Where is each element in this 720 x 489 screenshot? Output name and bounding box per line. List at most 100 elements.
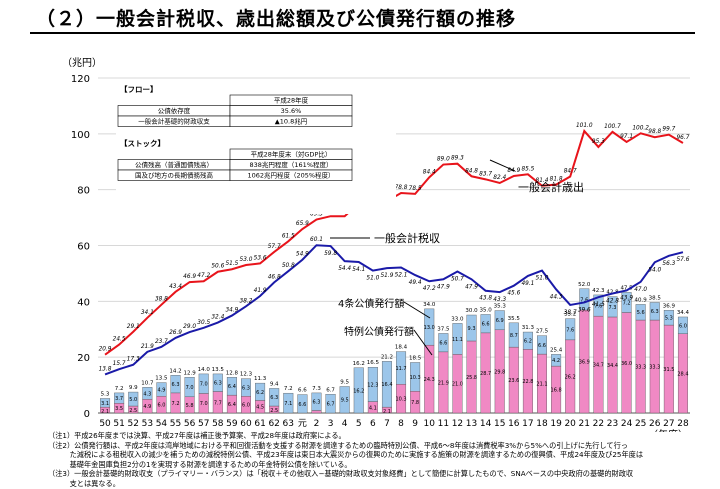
tax-value-label: 60.1 (310, 237, 323, 243)
expenditure-value-label: 46.9 (183, 274, 196, 280)
bar-total-label: 16.5 (367, 360, 380, 366)
bar-tokurei-label: 25.8 (466, 375, 477, 381)
x-tick-label: 13 (466, 419, 477, 429)
flow-table-row-label: 一般会計基礎的財政収支 (138, 117, 210, 126)
bar-tokurei-label: 2.1 (383, 409, 391, 415)
bar-tokurei-label: 26.2 (565, 374, 576, 380)
bar-tokurei-label: 21.9 (438, 380, 449, 386)
x-tick-label: 58 (212, 419, 224, 429)
bar-total-label: 14.0 (198, 367, 211, 373)
tax-value-label: 17.3 (127, 357, 140, 363)
bar-tokurei-label: 28.7 (480, 371, 491, 377)
bar-tokurei-label: 36.0 (621, 361, 632, 367)
bar-4jou-label: 6.3 (242, 385, 250, 391)
expenditure-value-label: 84.4 (423, 169, 436, 175)
expenditure-value-label: 47.2 (197, 273, 210, 279)
bar-4jou (212, 373, 223, 392)
x-tick-label: 62 (268, 419, 279, 429)
bar-4jou-label: 9.3 (468, 326, 476, 332)
bar-total-label: 5.3 (101, 391, 110, 397)
tax-value-label: 51.0 (536, 276, 549, 282)
x-axis-label: （年度） (648, 428, 688, 432)
x-tick-label: 61 (254, 419, 265, 429)
bar-4jou (353, 367, 364, 414)
bar-4jou (283, 392, 294, 414)
footnotes: （注1）平成26年度までは決算、平成27年度は補正後予算案、平成28年度は政府案… (48, 431, 708, 489)
bar-total-label: 36.9 (663, 303, 676, 309)
x-tick-label: 8 (398, 419, 404, 429)
tax-value-label: 42.8 (606, 299, 619, 305)
bar-total-label: 12.8 (226, 370, 239, 376)
bar-4jou-label: 16.2 (353, 388, 364, 394)
x-tick-label: 25 (635, 419, 646, 429)
tax-value-label: 41.9 (254, 288, 267, 294)
bar-4jou-label: 8.7 (510, 333, 518, 339)
x-tick-label: 6 (370, 419, 376, 429)
bar-tokurei-label: 2.5 (270, 408, 278, 414)
footnote-2-cont: た減税による租税収入の減少を補うための減税特例公債、平成23年度は東日本大震災か… (48, 450, 644, 460)
expenditure-value-label: 69.3 (310, 212, 323, 218)
bar-4jou-label: 6.3 (270, 395, 278, 401)
bar-4jou (480, 314, 491, 334)
page-title: （２）一般会計税収、歳出総額及び公債発行額の推移 (36, 8, 517, 30)
footnote-2-cont: 基礎年金国庫負担2分の1を実現する財源を調達するための年金特例公債を除いている。 (48, 459, 352, 469)
bar-tokurei-label: 6.0 (157, 403, 165, 409)
bar-tokurei-label: 7.0 (200, 401, 208, 407)
tax-value-label: 51.0 (366, 276, 379, 282)
bar-4jou-label: 16.4 (381, 382, 392, 388)
bar-4jou (367, 367, 378, 402)
x-tick-label: 20 (564, 419, 576, 429)
bar-4jou-label: 6.4 (228, 384, 236, 390)
bar-total-label: 13.5 (212, 367, 225, 373)
x-tick-label: 23 (607, 419, 618, 429)
tax-value-label: 29.0 (183, 324, 196, 330)
x-tick-label: 17 (522, 419, 533, 429)
bar-4jou (114, 392, 125, 404)
bar-4jou (241, 378, 251, 397)
bar-total-label: 35.5 (508, 316, 521, 322)
bar-total-label: 7.3 (312, 386, 321, 392)
expenditure-value-label: 84.7 (564, 169, 577, 175)
y-tick-label: 120 (71, 74, 90, 85)
expenditure-value-label: 24.5 (113, 337, 126, 343)
bar-4jou-label: 4.9 (157, 387, 165, 393)
bar-4jou (170, 375, 181, 394)
stock-table-row-label: 公債残高（普通国債残高） (135, 160, 213, 169)
footnote-2: （注2）公債発行額は、平成2年度は湾岸地域における平和回復活動を支援する財源を調… (48, 440, 628, 450)
bar-total-label: 7.2 (115, 386, 124, 392)
bar-tokurei-label: 34.4 (607, 363, 618, 369)
bar-4jou (226, 377, 237, 396)
bar-4jou-label: 7.1 (284, 401, 292, 407)
bar-4jou-label: 6.6 (439, 341, 447, 347)
x-tick-label: 元 (298, 419, 307, 429)
bar-tokurei-label: 2.5 (129, 408, 137, 414)
x-tick-label: 16 (508, 419, 520, 429)
bar-4jou-label: 6.7 (327, 402, 335, 408)
x-tick-label: 7 (384, 419, 390, 429)
bar-4jou (649, 302, 660, 321)
title-underline (30, 32, 695, 34)
bar-4jou (537, 335, 547, 355)
bar-4jou-label: 7.0 (186, 385, 194, 391)
expenditure-value-label: 83.7 (479, 171, 492, 177)
tax-value-label: 32.4 (211, 315, 224, 321)
bar-tokurei-label: 34.7 (593, 363, 604, 369)
footnote-1: （注1）平成26年度までは決算、平成27年度は補正後予算案、平成28年度は政府案… (48, 431, 346, 440)
bar-total-label: 9.4 (270, 381, 279, 387)
bar-tokurei-label: 24.3 (424, 377, 435, 383)
bar-4jou (396, 351, 407, 385)
bar-tokurei (311, 410, 322, 414)
x-tick-label: 57 (198, 419, 209, 429)
annotation-arrow (403, 301, 431, 319)
flow-table-value-cell (229, 115, 353, 127)
bar-4jou-label: 6.3 (172, 382, 180, 388)
bar-tokurei-label: 23.6 (508, 378, 519, 384)
tax-value-label: 47.9 (465, 284, 478, 290)
bar-tokurei-label: 28.4 (677, 371, 688, 377)
bar-total-label: 35.3 (494, 304, 507, 310)
y-axis-unit-label: （兆円） (62, 58, 102, 69)
bar-4jou-label: 6.3 (312, 400, 320, 406)
bar-tokurei-label: 7.8 (411, 400, 419, 406)
tax-value-label: 41.5 (592, 302, 605, 308)
bar-total-label: 11.3 (254, 376, 267, 382)
